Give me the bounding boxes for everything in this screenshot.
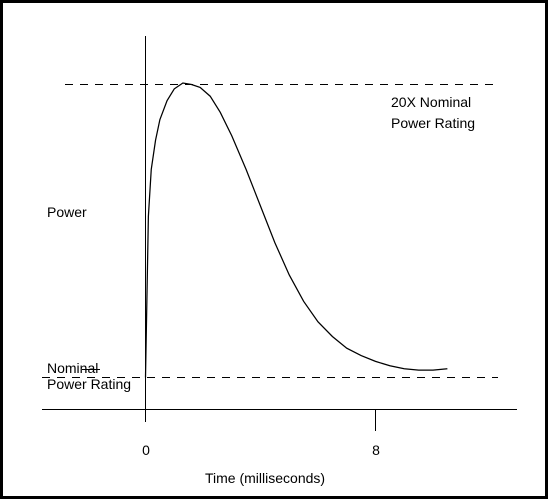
reference-label-20x-line-2: Power Rating <box>391 115 475 131</box>
reference-label-nominal-line-1: Nominal <box>47 360 98 376</box>
x-tick-label-8: 8 <box>372 442 380 458</box>
x-axis-label: Time (milliseconds) <box>205 470 325 486</box>
x-tick-label-0: 0 <box>142 442 150 458</box>
power-curve-series <box>144 82 448 378</box>
y-axis-label: Power <box>47 204 87 220</box>
reference-label-nominal-line-2: Power Rating <box>47 376 131 392</box>
reference-label-20x-line-1: 20X Nominal <box>391 94 471 110</box>
